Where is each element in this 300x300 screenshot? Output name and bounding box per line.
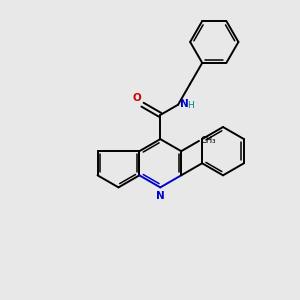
Text: O: O <box>132 93 141 103</box>
Text: H: H <box>188 101 194 110</box>
Text: N: N <box>156 191 165 201</box>
Text: CH₃: CH₃ <box>201 136 216 145</box>
Text: N: N <box>180 99 188 109</box>
